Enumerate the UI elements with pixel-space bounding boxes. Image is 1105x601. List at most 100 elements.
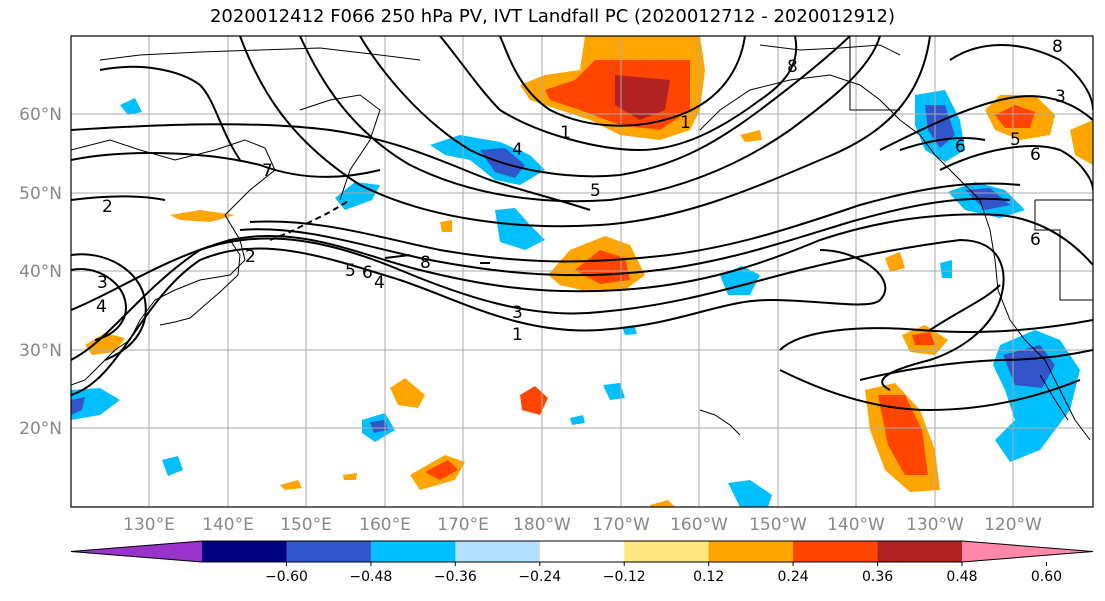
contour-big-ridge-1 — [71, 123, 591, 211]
border-canada — [849, 36, 900, 111]
contour-label: 8 — [787, 57, 798, 77]
contour-label: 2 — [245, 247, 256, 267]
colorbar-extend-max — [962, 541, 1093, 562]
positive-anomaly-northeast-core — [995, 105, 1035, 128]
plot-frame — [70, 35, 1094, 508]
graticule — [71, 36, 1093, 507]
negative-anomaly-sw-california-core — [1003, 345, 1055, 388]
coast-baja — [1039, 374, 1069, 421]
contour-label: 6 — [1030, 145, 1041, 165]
contour-label: 1 — [560, 123, 571, 143]
contour-label: 5 — [590, 181, 601, 201]
negative-anomaly-s4 — [728, 480, 772, 507]
contour-east-inner — [899, 137, 986, 151]
negative-anomaly-mid — [495, 208, 545, 250]
contour-label: 7 — [262, 161, 273, 181]
colorbar-tick-label: 0.48 — [946, 569, 977, 585]
contour-label: 5 — [1010, 130, 1021, 150]
contour-ridge-top-1 — [439, 36, 798, 152]
lon-label-150W: 150°W — [749, 515, 807, 535]
positive-anomaly-tiny-1 — [280, 480, 302, 490]
contour-label: 3 — [97, 273, 108, 293]
positive-anomaly-far-northeast — [1070, 120, 1093, 165]
lat-label-40N: 40°N — [19, 262, 62, 282]
coast-kamchatka — [299, 94, 381, 201]
contour-ne-2 — [879, 95, 1093, 151]
contour-label: 8 — [1052, 37, 1063, 57]
colorbar-segment — [793, 541, 879, 562]
contour-labels: 1 2 3 4 5 6 7 8 1 3 5 6 8 2 4 6 3 4 5 6 … — [96, 37, 1066, 345]
contour-ridge-top-2 — [499, 36, 746, 127]
positive-anomaly-gulf-north-peak — [615, 75, 670, 120]
positive-anomaly-sw1 — [390, 378, 425, 408]
coast-japan — [159, 239, 241, 326]
contour-label: 2 — [102, 197, 113, 217]
lon-label-180W: 180°W — [513, 515, 571, 535]
colorbar-tick-label: −0.48 — [349, 569, 392, 585]
colorbar-segment — [286, 541, 372, 562]
negative-anomaly-s5 — [570, 415, 585, 425]
colorbar-tick-label: −0.12 — [603, 569, 646, 585]
coast-alaska-north — [759, 44, 901, 56]
colorbar-segment — [370, 541, 456, 562]
lon-label-130W: 130°W — [906, 515, 964, 535]
lon-labels: 130°E 140°E 150°E 160°E 170°E 180°W 170°… — [123, 515, 1042, 535]
coast-alaska — [699, 74, 901, 131]
contour-big-ridge-2 — [71, 152, 381, 178]
coast-siberia-north — [99, 47, 421, 61]
negative-anomaly-west-edge-core — [71, 397, 85, 415]
contour-label: 6 — [362, 263, 373, 283]
contour-sw-loop-1 — [71, 268, 127, 341]
lat-label-50N: 50°N — [19, 184, 62, 204]
colorbar-extend-min — [71, 541, 202, 562]
lon-label-150E: 150°E — [280, 515, 332, 535]
contour-label: 1 — [512, 325, 523, 345]
lon-label-170E: 170°E — [437, 515, 489, 535]
positive-anomaly-east2 — [885, 252, 905, 272]
colorbar-tick-label: −0.24 — [518, 569, 561, 585]
negative-anomaly-s7 — [940, 260, 952, 278]
contour-east-low-2 — [779, 369, 1081, 412]
contour-east-low-1 — [779, 319, 1093, 351]
contour-east-low-3 — [859, 349, 1093, 381]
negative-anomaly-small — [120, 98, 142, 115]
contour-label: 8 — [420, 253, 431, 273]
positive-anomaly-sw2 — [520, 386, 548, 415]
contour-label: 4 — [96, 297, 107, 317]
contour-label: 5 — [345, 261, 356, 281]
positive-anomaly-west-jet — [170, 210, 235, 222]
colorbar-segment — [455, 541, 541, 562]
positive-anomaly-tiny-2 — [343, 473, 357, 480]
contour-west-loop — [99, 65, 241, 161]
negative-anomaly-alaska-panhandle-core — [925, 105, 955, 148]
contour-label: 6 — [1030, 230, 1041, 250]
positive-anomaly-tiny-3 — [440, 220, 452, 232]
contour-west-2 — [71, 195, 166, 201]
coast-hawaii — [699, 409, 741, 436]
lon-label-120W: 120°W — [984, 515, 1042, 535]
contour-small-8 — [384, 254, 411, 259]
lon-label-140W: 140°W — [827, 515, 885, 535]
negative-anomaly-s3 — [603, 383, 625, 400]
contour-1-south — [71, 247, 887, 396]
colorbar-segment — [539, 541, 625, 562]
ivt-contours — [71, 36, 1093, 412]
contour-3-south — [71, 237, 1005, 391]
colorbar-segment — [624, 541, 710, 562]
contour-label: 1 — [680, 113, 691, 133]
negative-anomaly-s2 — [162, 456, 183, 476]
colorbar-tick-label: 0.60 — [1031, 569, 1062, 585]
lon-label-140E: 140°E — [202, 515, 254, 535]
positive-anomaly-east1-core — [912, 332, 935, 345]
colorbar-tick-label: −0.36 — [434, 569, 477, 585]
lat-label-30N: 30°N — [19, 341, 62, 361]
contour-ridge-top-3 — [359, 36, 851, 178]
colorbar-outline — [70, 540, 1094, 563]
border-alaska-inset — [1034, 200, 1093, 301]
positive-anomaly-midsouth — [650, 500, 675, 507]
lat-label-20N: 20°N — [19, 419, 62, 439]
contour-label: 3 — [1055, 87, 1066, 107]
colorbar-tick-label: 0.36 — [862, 569, 893, 585]
lat-labels: 60°N 50°N 40°N 30°N 20°N — [19, 105, 62, 439]
